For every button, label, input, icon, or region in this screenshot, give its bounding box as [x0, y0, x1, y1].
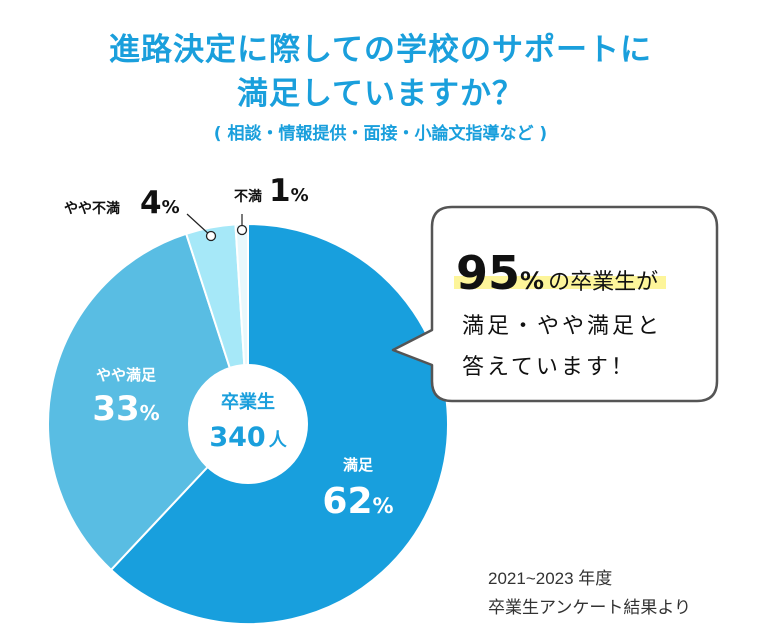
source-note-years: 2021~2023 年度 — [488, 569, 613, 588]
label-fuman-value: 1% — [269, 173, 309, 209]
callout-line2: 満足・やや満足と — [462, 314, 662, 339]
label-yaya-manzoku-value: 33% — [92, 389, 159, 429]
callout-line1: 95% の卒業生が — [456, 246, 658, 300]
chart-title-line2: 満足していますか？ — [236, 76, 525, 112]
slice-yaya-manzoku — [47, 232, 250, 572]
chart-title-line1: 進路決定に際しての学校のサポートに — [108, 32, 653, 68]
label-manzoku-name: 満足 — [343, 456, 374, 474]
callout-bubble — [391, 205, 719, 403]
leader-line-yaya-fuman — [186, 213, 212, 237]
label-yaya-fuman-value: 4% — [140, 185, 180, 221]
label-yaya-fuman-name: やや不満 — [64, 200, 120, 217]
label-manzoku-value: 62% — [322, 481, 393, 522]
callout-line3: 答えています！ — [462, 355, 636, 380]
leader-dot-yaya-fuman — [205, 230, 217, 242]
leader-dot-fuman — [236, 224, 248, 236]
pie-center-circle — [188, 364, 308, 484]
label-fuman-name: 不満 — [234, 188, 262, 205]
center-label: 卒業生 — [221, 391, 275, 413]
center-value: 340 人 — [209, 422, 287, 453]
source-note-survey: 卒業生アンケート結果より — [488, 598, 691, 617]
label-yaya-manzoku-name: やや満足 — [96, 366, 157, 384]
chart-subtitle: ( 相談・情報提供・面接・小論文指導など ) — [213, 124, 548, 144]
callout-highlight — [454, 276, 666, 289]
